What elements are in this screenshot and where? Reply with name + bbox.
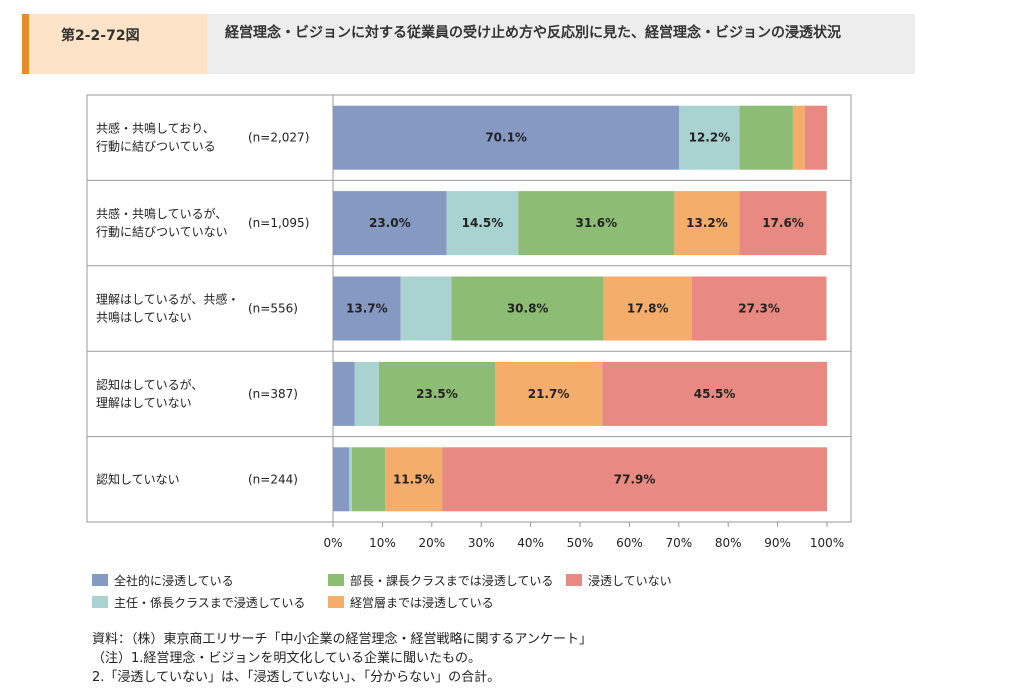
bar-segment xyxy=(602,361,827,426)
legend-swatch xyxy=(328,596,344,608)
legend-label: 部長・課長クラスまでは浸透している xyxy=(350,573,554,588)
bar-segment xyxy=(351,447,386,512)
data-label: 23.0% xyxy=(369,216,411,230)
row-label: 理解はしていない xyxy=(96,396,192,410)
data-label: 45.5% xyxy=(694,387,736,401)
chart-frame xyxy=(86,94,852,523)
bar-segment xyxy=(603,276,692,341)
data-label: 23.5% xyxy=(416,387,458,401)
legend-label: 全社的に浸透している xyxy=(114,573,234,588)
legend-swatch xyxy=(92,596,108,608)
row-label: 共感・共鳴しており、 xyxy=(96,121,215,136)
footnotes: 資料：（株）東京商工リサーチ「中小企業の経営理念・経営戦略に関するアンケート」 … xyxy=(92,630,592,687)
row-n-label: (n=1,095) xyxy=(248,216,309,230)
legend-item: 部長・課長クラスまでは浸透している xyxy=(328,572,553,588)
x-tick-label: 100% xyxy=(810,536,844,550)
bar-segment xyxy=(451,276,604,341)
legend-swatch xyxy=(92,574,108,586)
legend-item: 経営層までは浸透している xyxy=(328,594,494,610)
bar-segment xyxy=(378,361,496,426)
figure-number-box: 第2-2-72図 xyxy=(29,14,207,74)
row-label: 共鳴はしていない xyxy=(96,311,192,325)
chart-legend: 全社的に浸透している主任・係長クラスまで浸透している 部長・課長クラスまでは浸透し… xyxy=(92,572,792,616)
row-n-label: (n=387) xyxy=(248,387,298,401)
bar-segment xyxy=(446,191,519,256)
legend-item: 主任・係長クラスまで浸透している xyxy=(92,594,305,610)
data-label: 31.6% xyxy=(575,216,617,230)
x-tick-label: 80% xyxy=(715,536,742,550)
data-label: 17.6% xyxy=(762,216,804,230)
data-label: 13.7% xyxy=(346,302,388,316)
x-tick-label: 20% xyxy=(418,536,445,550)
data-label: 11.5% xyxy=(393,472,435,486)
bar-segment xyxy=(333,276,401,341)
bar-segment xyxy=(333,191,447,256)
x-tick-label: 70% xyxy=(665,536,692,550)
stacked-bar-chart: 共感・共鳴しており、行動に結びついている (n=2,027) 70.1% 12.2% 共… xyxy=(86,94,852,550)
figure-title: 経営理念・ビジョンに対する従業員の受け止め方や反応別に見た、経営理念・ビジョンの… xyxy=(225,25,841,41)
bar-segment xyxy=(333,447,350,512)
data-label: 77.9% xyxy=(614,472,656,486)
footnote-note-1: （注）1.経営理念・ビジョンを明文化している企業に聞いたもの。 xyxy=(92,651,482,666)
row-n-label: (n=244) xyxy=(248,472,298,486)
bar-segment xyxy=(333,361,355,426)
data-label: 13.2% xyxy=(686,216,728,230)
x-tick-label: 50% xyxy=(567,536,594,550)
x-tick-label: 60% xyxy=(616,536,643,550)
data-label: 17.8% xyxy=(627,302,669,316)
row-label: 共感・共鳴しているが、 xyxy=(96,206,227,221)
row-n-label: (n=2,027) xyxy=(248,131,309,145)
legend-item: 浸透していない xyxy=(566,572,672,588)
x-tick-label: 0% xyxy=(323,536,342,550)
bar-segment xyxy=(442,447,827,512)
bar-segment xyxy=(518,191,675,256)
bar-segment xyxy=(691,276,827,341)
x-tick-label: 10% xyxy=(369,536,396,550)
data-label: 12.2% xyxy=(689,131,731,145)
bar-segment xyxy=(349,447,352,512)
legend-swatch xyxy=(566,574,582,586)
footnote-note-2: 2.「浸透していない」は、「浸透していない」、「分からない」の合計。 xyxy=(92,670,501,685)
bar-segment xyxy=(495,361,603,426)
bar-segment xyxy=(739,191,827,256)
footnote-source: 資料：（株）東京商工リサーチ「中小企業の経営理念・経営戦略に関するアンケート」 xyxy=(92,632,592,647)
data-label: 21.7% xyxy=(528,387,570,401)
bar-segment xyxy=(679,105,740,170)
legend-label: 主任・係長クラスまで浸透している xyxy=(114,595,306,610)
legend-swatch xyxy=(328,574,344,586)
bar-segment xyxy=(354,361,379,426)
bar-segment xyxy=(674,191,740,256)
data-label: 14.5% xyxy=(462,216,504,230)
figure-header: 第2-2-72図 経営理念・ビジョンに対する従業員の受け止め方や反応別に見た、経… xyxy=(22,14,915,74)
row-label: 理解はしているが、共感・ xyxy=(96,292,239,307)
bar-segment xyxy=(804,105,827,170)
figure-title-box: 経営理念・ビジョンに対する従業員の受け止め方や反応別に見た、経営理念・ビジョンの… xyxy=(207,14,915,74)
bar-segment xyxy=(385,447,443,512)
figure-number: 第2-2-72図 xyxy=(61,28,140,44)
bar-segment xyxy=(739,105,793,170)
data-label: 30.8% xyxy=(507,302,549,316)
row-label: 行動に結びついている xyxy=(96,140,216,154)
row-n-label: (n=556) xyxy=(248,302,298,316)
row-label: 認知はしているが、 xyxy=(96,377,203,392)
bar-segment xyxy=(333,105,680,170)
data-label: 27.3% xyxy=(738,302,780,316)
data-label: 70.1% xyxy=(485,131,527,145)
header-accent-bar xyxy=(22,14,29,74)
legend-label: 浸透していない xyxy=(588,573,672,588)
x-tick-label: 30% xyxy=(468,536,495,550)
row-label: 認知していない xyxy=(96,471,180,486)
legend-item: 全社的に浸透している xyxy=(92,572,234,588)
bar-segment xyxy=(792,105,805,170)
bar-segment xyxy=(400,276,452,341)
x-tick-label: 40% xyxy=(517,536,544,550)
x-tick-label: 90% xyxy=(764,536,791,550)
row-label: 行動に結びついていない xyxy=(96,225,228,239)
legend-label: 経営層までは浸透している xyxy=(350,595,494,610)
